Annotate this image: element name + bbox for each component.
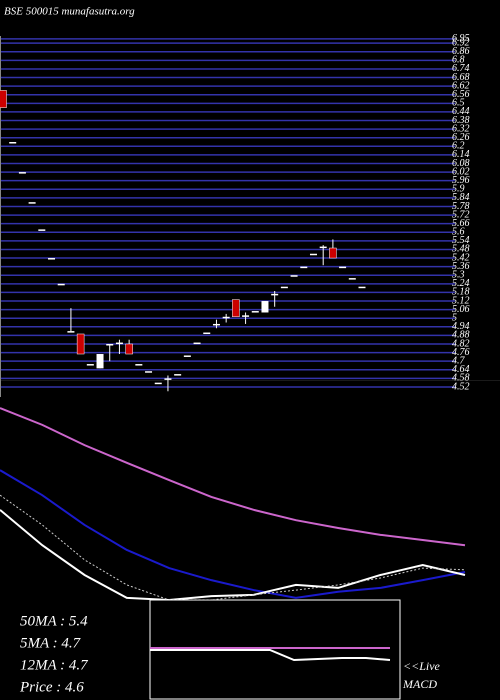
candle-body [0,90,7,108]
candle-body [348,278,356,280]
ma-label: Price : 4.6 [19,679,84,695]
y-tick-label: 6.68 [452,72,470,83]
y-tick-label: 5.66 [452,218,470,229]
candle-body [145,371,153,373]
candle-body [290,275,298,277]
candle-body [309,253,317,256]
y-tick-label: 6.92 [452,37,470,48]
y-tick-label: 5.72 [452,209,470,220]
candle-body [232,299,240,318]
y-tick-label: 6.26 [452,132,470,143]
candle-body [300,266,308,269]
candle-body [57,283,65,286]
y-tick-label: 5.78 [452,201,470,212]
y-tick-label: 6.74 [452,63,470,74]
ma-line [0,509,466,600]
y-tick-label: 4.88 [452,330,470,341]
y-tick-label: 5.3 [452,270,465,281]
y-tick-label: 6.5 [452,98,465,109]
line-group [150,647,391,662]
candle-body [261,301,269,313]
candle-body [242,315,250,317]
candle-body [329,247,337,259]
candle-body [271,293,279,296]
candle-body [86,364,94,366]
y-tick-label: 5.96 [452,175,470,186]
y-tick-label: 5.42 [452,252,470,263]
y-tick-label: 5.6 [452,227,465,238]
y-tick-label: 6.2 [452,141,465,152]
y-tick-label: 5.36 [452,261,470,272]
y-tick-label: 4.94 [452,321,470,332]
candle-body [319,246,327,249]
candle-body [183,355,191,357]
candle-body [193,342,201,345]
candle-body [96,354,104,369]
candle-body [222,316,230,319]
candle-body [28,202,36,204]
y-tick-label: 4.52 [452,381,470,392]
candle-body [115,342,123,345]
ma-label: 5MA : 4.7 [20,635,82,651]
y-tick-label: 5.9 [452,184,465,195]
ma-line [0,469,466,599]
y-tick-label: 6.44 [452,106,470,117]
line-group [0,407,466,600]
ma-line [0,494,466,600]
candle-body [154,382,162,385]
candle-body [38,229,46,231]
y-tick-label: 4.58 [452,373,470,384]
macd-label: MACD [402,677,437,691]
y-tick-label: 4.64 [452,364,470,375]
candle-body [280,286,288,289]
y-tick-label: 5.54 [452,235,470,246]
candle-body [18,172,26,174]
y-tick-label: 6.86 [452,46,470,57]
candle-body [76,333,85,355]
y-tick-label: 5.06 [452,304,470,315]
y-tick-label: 5.12 [452,295,470,306]
candle-body [251,311,259,313]
y-tick-label: 6.14 [452,149,470,160]
y-tick-label: 4.76 [452,347,470,358]
candle-body [125,343,133,355]
candle-body [164,378,172,380]
y-tick-label: 6.95 [452,33,470,44]
candle-body [212,323,220,326]
candle-body [358,286,366,289]
y-tick-label: 6.8 [452,55,465,66]
y-tick-label: 5.24 [452,278,470,289]
y-tick-label: 5.48 [452,244,470,255]
y-tick-label: 4.7 [452,355,466,366]
candle-body [48,258,56,260]
separator [0,380,500,381]
y-tick-label: 4.82 [452,338,470,349]
candle-body [339,266,347,269]
y-tick-label: 6.32 [452,123,470,134]
macd-label: <<Live [403,659,441,673]
ma-label: 12MA : 4.7 [20,657,89,673]
ma-line [150,649,391,662]
candle-body [106,343,114,346]
y-tick-label: 6.56 [452,89,470,100]
ma-label: 50MA : 5.4 [20,613,88,629]
y-tick-label: 5.84 [452,192,470,203]
candle-body [203,332,211,335]
y-tick-label: 5.18 [452,287,470,298]
candle-body [67,331,75,333]
y-tick-label: 6.62 [452,80,470,91]
y-tick-label: 5 [452,313,457,324]
candle-body [174,374,182,376]
y-tick-label: 6.38 [452,115,470,126]
ma-line [0,407,466,547]
candle-body [9,142,17,144]
y-tick-label: 6.02 [452,166,470,177]
y-tick-label: 6.08 [452,158,470,169]
chart-title: BSE 500015 munafasutra.org [4,6,135,18]
candle-body [135,364,143,366]
